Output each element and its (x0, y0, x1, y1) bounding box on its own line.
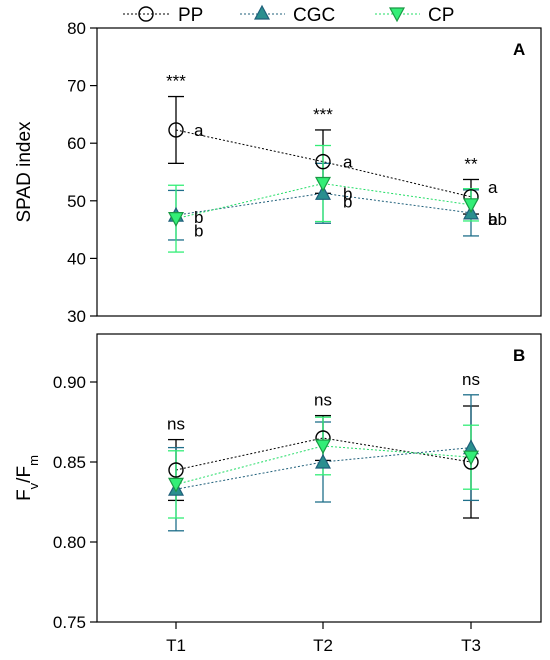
group-letter-pp-2: a (488, 178, 498, 197)
marker-cp-a-0 (167, 212, 185, 227)
group-letter-cp-2: b (488, 210, 497, 229)
plot-frame-a (96, 27, 542, 317)
plot-frame-b (96, 333, 542, 623)
legend-marker-cp (388, 7, 406, 23)
y-tick-label-a-0: 30 (67, 307, 86, 326)
group-letter-cgc-0: b (194, 208, 203, 227)
y-tick-label-b-1: 0.80 (53, 533, 86, 552)
x-tick-label-0: T1 (166, 636, 186, 655)
marker-cp-b-1 (314, 439, 332, 455)
legend-item-cgc: CGC (240, 4, 335, 26)
y-tick-label-a-2: 50 (67, 192, 86, 211)
y-tick-label-b-3: 0.90 (53, 373, 86, 392)
marker-cp-a-1 (314, 176, 332, 192)
panel-letter-b: B (513, 346, 525, 365)
legend-label-cp: CP (428, 5, 454, 26)
y-tick-label-b-0: 0.75 (53, 613, 86, 632)
y-tick-label-a-3: 60 (67, 134, 86, 153)
significance-label-a-2: ** (464, 154, 478, 173)
panel-b: B Fv/Fm 0.75 0.80 0.85 0.90 ns ns ns T1 T2 T3 (14, 333, 542, 655)
group-letter-pp-0: a (194, 121, 204, 140)
significance-label-b-2: ns (462, 370, 480, 389)
y-tick-label-a-4: 70 (67, 77, 86, 96)
legend-marker-pp (138, 6, 154, 22)
plot-area-b: ns ns ns (167, 370, 480, 532)
panel-letter-a: A (513, 40, 525, 59)
significance-label-a-1: *** (313, 105, 333, 124)
legend-item-cp: CP (375, 5, 454, 26)
significance-label-a-0: *** (166, 72, 186, 91)
x-tick-label-1: T2 (313, 636, 333, 655)
y-axis-b: 0.75 0.80 0.85 0.90 (53, 373, 97, 632)
marker-pp-a-0 (168, 122, 184, 138)
y-tick-label-b-2: 0.85 (53, 453, 86, 472)
group-letter-cp-0: b (194, 222, 203, 241)
marker-pp-b-0 (168, 462, 184, 478)
legend-label-pp: PP (178, 5, 203, 26)
marker-cp-a-2 (462, 198, 480, 214)
y-title-b-f1: F (14, 489, 35, 501)
marker-cgc-a-1 (314, 185, 332, 200)
group-letter-cgc-1: b (343, 184, 352, 203)
y-title-b-f2: /F (14, 466, 35, 483)
y-title-b-sub-v: v (26, 482, 41, 489)
x-tick-label-2: T3 (461, 636, 481, 655)
y-tick-label-a-1: 40 (67, 249, 86, 268)
legend-label-cgc: CGC (293, 5, 335, 26)
x-axis-b: T1 T2 T3 (166, 622, 481, 655)
y-tick-label-a-5: 80 (67, 19, 86, 38)
marker-pp-a-1 (315, 153, 331, 170)
legend-marker-cgc (253, 4, 271, 20)
group-letter-pp-1: a (343, 153, 353, 172)
y-axis-a: 30 40 50 60 70 80 (67, 19, 97, 326)
marker-cp-b-0 (167, 477, 185, 493)
legend-item-pp: PP (123, 5, 203, 26)
significance-label-b-1: ns (314, 391, 332, 410)
group-letter-cp-1: b (343, 193, 352, 212)
significance-label-b-0: ns (167, 415, 185, 434)
legend: PP CGC CP (123, 4, 454, 26)
y-axis-title-a: SPAD index (14, 121, 35, 223)
marker-cgc-b-1 (314, 453, 332, 469)
y-title-b-sub-m: m (26, 455, 41, 466)
group-letter-cgc-2: ab (488, 210, 507, 229)
y-axis-title-b: Fv/Fm (14, 455, 41, 501)
marker-cp-b-2 (462, 450, 480, 466)
